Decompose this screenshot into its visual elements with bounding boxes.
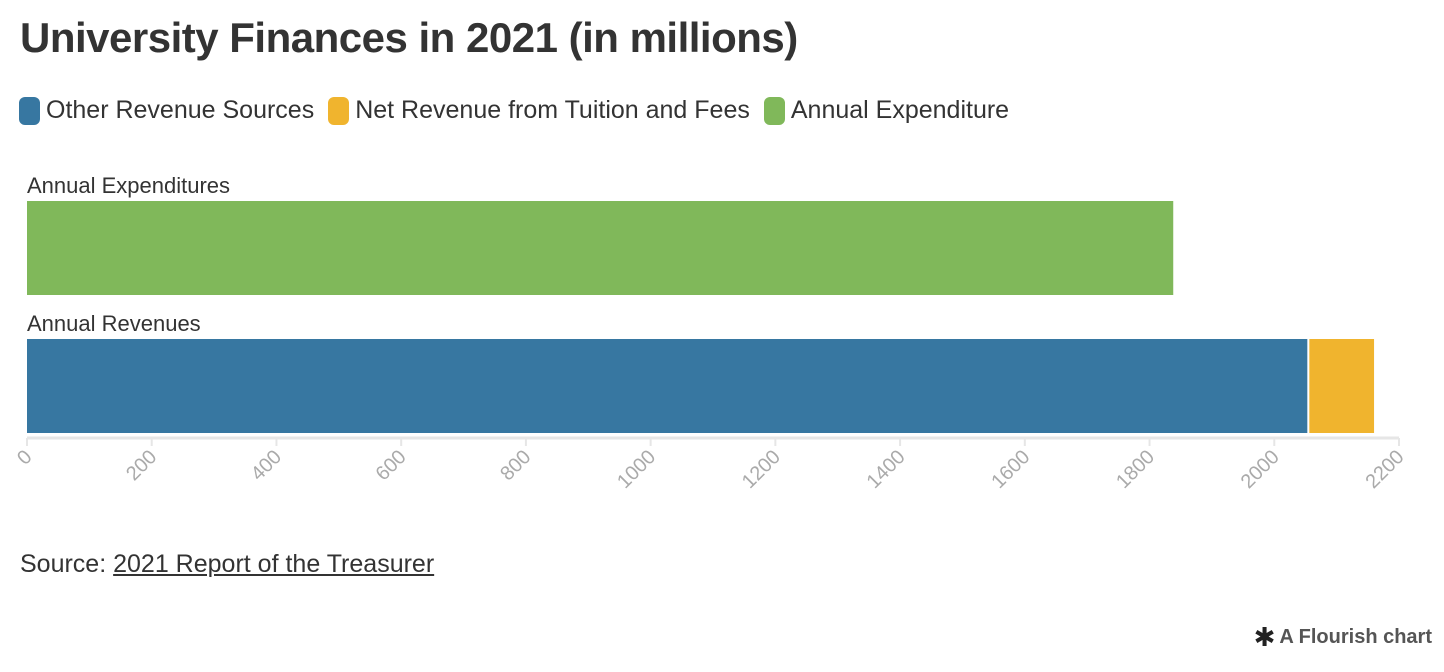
asterisk-icon: ✱ [1253, 622, 1276, 652]
bar-segment[interactable] [27, 201, 1174, 295]
x-tick-label: 1400 [863, 446, 910, 493]
legend-item-annual-expenditure[interactable]: Annual Expenditure [763, 96, 1010, 125]
category-label: Annual Revenues [27, 311, 201, 336]
legend-label: Other Revenue Sources [46, 96, 315, 124]
x-tick-label: 200 [122, 446, 161, 485]
chart-title: University Finances in 2021 (in millions… [20, 14, 798, 61]
x-tick-label: 600 [372, 446, 411, 485]
source-prefix: Source: [20, 550, 107, 578]
x-tick-label: 400 [247, 446, 286, 485]
x-tick-label: 1000 [613, 446, 660, 493]
x-tick-label: 1800 [1112, 446, 1159, 493]
legend-label: Annual Expenditure [790, 96, 1010, 124]
x-tick-label: 1200 [738, 446, 785, 493]
legend-item-other-revenue[interactable]: Other Revenue Sources [19, 96, 314, 125]
legend-swatch [328, 96, 350, 125]
x-tick-label: 800 [496, 446, 535, 485]
legend-swatch [19, 96, 40, 125]
credit-text: A Flourish chart [1279, 625, 1432, 648]
bar-segment[interactable] [1309, 339, 1375, 433]
chart-plot: Annual Expenditures Annual Revenues 0 200 40… [13, 173, 1409, 493]
bar-segment[interactable] [27, 339, 1308, 433]
x-tick-label: 1600 [987, 446, 1034, 493]
x-tick-label: 0 [13, 446, 36, 469]
legend-label: Net Revenue from Tuition and Fees [355, 96, 750, 124]
legend: Other Revenue Sources Net Revenue from T… [19, 96, 1023, 125]
category-label: Annual Expenditures [27, 173, 230, 198]
x-tick-label: 2000 [1237, 446, 1284, 493]
source-line: Source: 2021 Report of the Treasurer [20, 550, 434, 579]
legend-swatch [763, 96, 785, 125]
source-link[interactable]: 2021 Report of the Treasurer [113, 550, 435, 578]
x-tick-label: 2200 [1362, 446, 1409, 493]
flourish-credit[interactable]: ✱ A Flourish chart [1254, 624, 1432, 650]
legend-item-tuition-revenue[interactable]: Net Revenue from Tuition and Fees [328, 96, 750, 125]
